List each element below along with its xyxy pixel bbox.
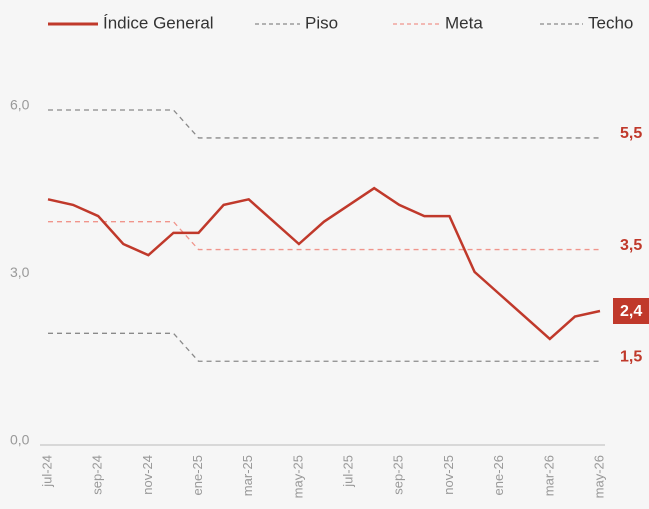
end-label: 5,5 <box>620 125 642 142</box>
y-tick-label: 6,0 <box>10 97 30 113</box>
x-tick-label: may-26 <box>591 455 606 498</box>
y-tick-label: 0,0 <box>10 432 30 448</box>
x-tick-label: jul-25 <box>341 455 356 488</box>
x-tick-label: mar-25 <box>240 455 255 496</box>
end-label-box <box>613 298 649 324</box>
x-tick-label: nov-24 <box>140 455 155 495</box>
x-tick-label: sep-25 <box>391 455 406 495</box>
series-line <box>48 332 600 362</box>
series-line <box>48 221 600 251</box>
x-tick-label: ene-26 <box>491 455 506 495</box>
series-line <box>47 186 601 341</box>
x-tick-label: sep-24 <box>90 455 105 495</box>
x-tick-label: mar-26 <box>541 455 556 496</box>
series-line <box>48 109 600 139</box>
x-tick-label: may-25 <box>290 455 305 498</box>
legend-label: Índice General <box>103 13 214 32</box>
legend-label: Meta <box>445 13 483 32</box>
end-label: 3,5 <box>620 237 642 254</box>
x-tick-label: ene-25 <box>190 455 205 495</box>
legend-label: Piso <box>305 13 338 32</box>
end-label: 2,4 <box>620 303 642 320</box>
x-tick-label: nov-25 <box>441 455 456 495</box>
y-tick-label: 3,0 <box>10 264 30 280</box>
x-tick-label: jul-24 <box>39 455 54 488</box>
legend-label: Techo <box>588 13 633 32</box>
end-label: 1,5 <box>620 348 642 365</box>
